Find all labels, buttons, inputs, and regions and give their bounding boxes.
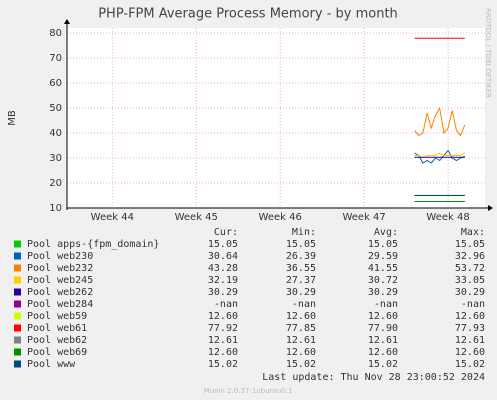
stat-value: 32.96 — [455, 251, 485, 262]
legend-swatch — [14, 240, 21, 248]
stat-value: 15.05 — [455, 239, 485, 250]
stat-value: 12.60 — [455, 347, 485, 358]
y-axis-label: MB — [7, 110, 18, 126]
stat-value: 12.61 — [208, 335, 238, 346]
series-line — [414, 106, 466, 137]
stat-value: 12.60 — [286, 347, 316, 358]
plot-area — [67, 28, 485, 208]
legend-label: Pool web230 — [27, 251, 93, 262]
legend-label: Pool web262 — [27, 287, 93, 298]
stat-header: Max: — [461, 227, 485, 238]
last-update: Last update: Thu Nov 28 23:00:52 2024 — [262, 372, 485, 383]
lines — [414, 37, 466, 202]
stat-value: -nan — [214, 299, 238, 310]
stat-value: 12.60 — [368, 347, 398, 358]
stat-value: 77.93 — [455, 323, 485, 334]
stat-value: 12.60 — [455, 311, 485, 322]
stat-value: 15.05 — [368, 239, 398, 250]
legend-swatch — [14, 300, 21, 308]
y-tick-label: 70 — [49, 53, 62, 64]
stat-value: 12.61 — [455, 335, 485, 346]
legend-swatch — [14, 276, 21, 284]
stat-value: 27.37 — [286, 275, 316, 286]
stat-value: 12.60 — [368, 311, 398, 322]
legend-swatch — [14, 312, 21, 320]
stat-value: 15.02 — [368, 359, 398, 370]
stat-value: 43.28 — [208, 263, 238, 274]
legend-label: Pool web232 — [27, 263, 93, 274]
stat-value: 77.90 — [368, 323, 398, 334]
legend-swatch — [14, 252, 21, 260]
stat-value: 15.02 — [208, 359, 238, 370]
stat-value: 26.39 — [286, 251, 316, 262]
side-text: RRDTOOL / TOBI OETIKER — [484, 8, 492, 98]
footer: Munin 2.0.37-1ubuntu0.1 — [204, 387, 293, 395]
x-tick-label: Week 48 — [426, 212, 469, 223]
stat-value: 30.29 — [455, 287, 485, 298]
stat-value: 77.92 — [208, 323, 238, 334]
legend-label: Pool apps-{fpm_domain} — [27, 239, 159, 250]
legend-swatch — [14, 360, 21, 368]
legend-swatch — [14, 264, 21, 272]
y-tick-label: 60 — [49, 78, 62, 89]
y-tick-label: 80 — [49, 28, 62, 39]
stat-value: 32.19 — [208, 275, 238, 286]
stat-value: 53.72 — [455, 263, 485, 274]
legend-label: Pool web59 — [27, 311, 87, 322]
y-tick-label: 50 — [49, 103, 62, 114]
stat-value: 41.55 — [368, 263, 398, 274]
stat-value: 15.02 — [455, 359, 485, 370]
stat-value: 29.59 — [368, 251, 398, 262]
stat-value: 77.85 — [286, 323, 316, 334]
y-tick-label: 10 — [49, 203, 62, 214]
stat-value: 12.61 — [286, 335, 316, 346]
stat-value: 12.60 — [208, 311, 238, 322]
stat-value: 30.29 — [368, 287, 398, 298]
legend-swatch — [14, 288, 21, 296]
series-line — [414, 149, 466, 164]
stat-value: 36.55 — [286, 263, 316, 274]
stat-value: -nan — [461, 299, 485, 310]
stat-header: Avg: — [374, 227, 398, 238]
chart-title: PHP-FPM Average Process Memory - by mont… — [98, 7, 398, 22]
stat-header: Cur: — [214, 227, 238, 238]
x-tick-label: Week 46 — [259, 212, 302, 223]
legend-label: Pool web62 — [27, 335, 87, 346]
legend-swatch — [14, 336, 21, 344]
y-tick-label: 40 — [49, 128, 62, 139]
stat-value: 12.61 — [368, 335, 398, 346]
x-tick-label: Week 45 — [175, 212, 218, 223]
legend-label: Pool web69 — [27, 347, 87, 358]
stat-value: -nan — [292, 299, 316, 310]
x-tick-label: Week 44 — [91, 212, 134, 223]
series-line — [414, 152, 466, 159]
legend-swatch — [14, 348, 21, 356]
y-tick-label: 20 — [49, 178, 62, 189]
stat-value: 12.60 — [208, 347, 238, 358]
stat-value: 15.02 — [286, 359, 316, 370]
legend-label: Pool web61 — [27, 323, 87, 334]
stat-value: 15.05 — [286, 239, 316, 250]
x-tick-label: Week 47 — [342, 212, 385, 223]
legend-label: Pool web245 — [27, 275, 93, 286]
stat-value: 12.60 — [286, 311, 316, 322]
stat-value: 30.29 — [286, 287, 316, 298]
stat-value: 30.64 — [208, 251, 238, 262]
legend-swatch — [14, 324, 21, 332]
y-tick-label: 30 — [49, 153, 62, 164]
stat-value: 30.29 — [208, 287, 238, 298]
legend-label: Pool www — [27, 359, 76, 370]
stat-header: Min: — [292, 227, 316, 238]
stat-value: -nan — [374, 299, 398, 310]
legend: Cur: Min: Avg: Max: Pool apps-{fpm_domain} 15… — [14, 227, 485, 370]
stat-value: 15.05 — [208, 239, 238, 250]
stat-value: 33.05 — [455, 275, 485, 286]
stat-value: 30.72 — [368, 275, 398, 286]
legend-label: Pool web284 — [27, 299, 93, 310]
